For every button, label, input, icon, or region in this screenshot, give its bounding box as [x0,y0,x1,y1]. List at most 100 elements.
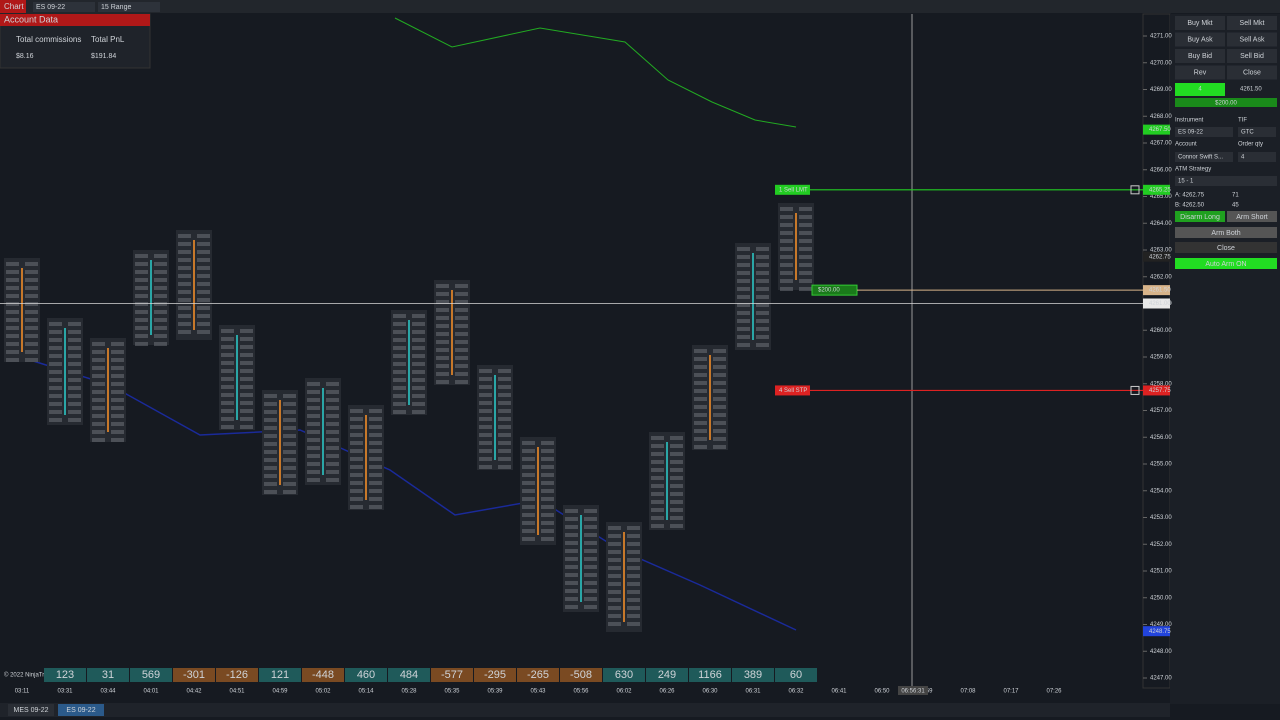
arm-button[interactable] [1227,211,1277,222]
footprint-row [111,374,124,378]
panel-select[interactable] [1238,152,1276,162]
footprint-row [694,349,707,353]
footprint-row [393,362,406,366]
footprint-row [584,533,597,537]
time-label: 06:32 [788,689,804,695]
footprint-row [737,247,750,251]
footprint-row [283,482,296,486]
footprint-row [737,327,750,331]
footprint-row [369,449,382,453]
footprint-row [541,449,554,453]
chart-tab[interactable] [0,0,26,13]
footprint-row [369,505,382,509]
footprint-row [92,350,105,354]
order-button[interactable] [1175,32,1225,47]
footprint-row [49,402,62,406]
footprint-row [25,262,38,266]
footprint-row [479,433,492,437]
footprint-row [455,316,468,320]
footprint-row [565,549,578,553]
order-button[interactable] [1227,16,1277,30]
footprint-row [541,441,554,445]
panel-select-value: GTC [1241,130,1254,136]
footprint-bar [322,388,324,475]
instrument-select[interactable] [33,2,95,12]
tab[interactable] [58,704,104,716]
footprint-row [498,425,511,429]
crosshair-time: 06:56:31 [901,689,925,695]
footprint-bar [107,348,109,432]
order-button[interactable] [1227,49,1277,63]
footprint-row [264,410,277,414]
delta-label: 630 [615,669,633,681]
footprint-row [541,465,554,469]
footprint-row [326,398,339,402]
arm-button[interactable] [1175,242,1277,253]
footprint-row [135,302,148,306]
footprint-row [694,381,707,385]
period-select[interactable] [98,2,160,12]
panel-select[interactable] [1238,127,1276,137]
footprint-row [565,605,578,609]
tab[interactable] [8,704,54,716]
footprint-row [608,542,621,546]
order-cancel[interactable] [1130,385,1140,395]
price-tick-label: 4265.00 [1150,194,1172,200]
footprint-row [651,492,664,496]
arm-button[interactable] [1175,258,1277,269]
footprint-row [713,413,726,417]
order-tag[interactable] [775,385,810,396]
arm-button[interactable] [1175,227,1277,238]
footprint-row [584,549,597,553]
footprint-row [799,287,812,291]
order-button-label: Sell Bid [1240,53,1264,60]
order-tag[interactable] [775,184,810,195]
footprint-row [264,418,277,422]
price-tick-label: 4271.00 [1150,34,1172,40]
footprint-row [111,406,124,410]
footprint-row [694,429,707,433]
footprint-row [651,484,664,488]
footprint-row [694,357,707,361]
footprint-row [350,497,363,501]
footprint-row [307,454,320,458]
price-tick-label: 4269.00 [1150,87,1172,93]
footprint-row [6,278,19,282]
footprint-row [651,468,664,472]
order-button[interactable] [1227,65,1277,80]
panel-select[interactable] [1175,176,1277,186]
panel-select[interactable] [1175,152,1233,162]
footprint-row [608,622,621,626]
footprint-row [412,338,425,342]
order-button[interactable] [1227,32,1277,47]
footprint-row [756,255,769,259]
footprint-row [584,589,597,593]
position-qty-box [1175,83,1225,96]
delta-cell [603,668,645,682]
delta-cell [259,668,301,682]
footprint-row [737,295,750,299]
footprint-row [6,358,19,362]
delta-cell [173,668,215,682]
panel-select[interactable] [1175,127,1233,137]
footprint-row [154,318,167,322]
footprint-row [627,622,640,626]
delta-cell [517,668,559,682]
footprint-row [49,346,62,350]
order-cancel[interactable] [1130,185,1140,195]
footprint-row [584,597,597,601]
footprint-row [6,270,19,274]
order-button[interactable] [1175,49,1225,63]
footprint-row [498,441,511,445]
footprint-row [737,303,750,307]
order-button[interactable] [1175,16,1225,30]
footprint-bar [666,442,668,520]
footprint-row [713,365,726,369]
footprint-row [6,342,19,346]
footprint-row [350,465,363,469]
arm-button[interactable] [1175,211,1225,222]
footprint-row [737,319,750,323]
footprint-row [608,566,621,570]
order-button[interactable] [1175,65,1225,80]
price-marker [1143,124,1170,135]
